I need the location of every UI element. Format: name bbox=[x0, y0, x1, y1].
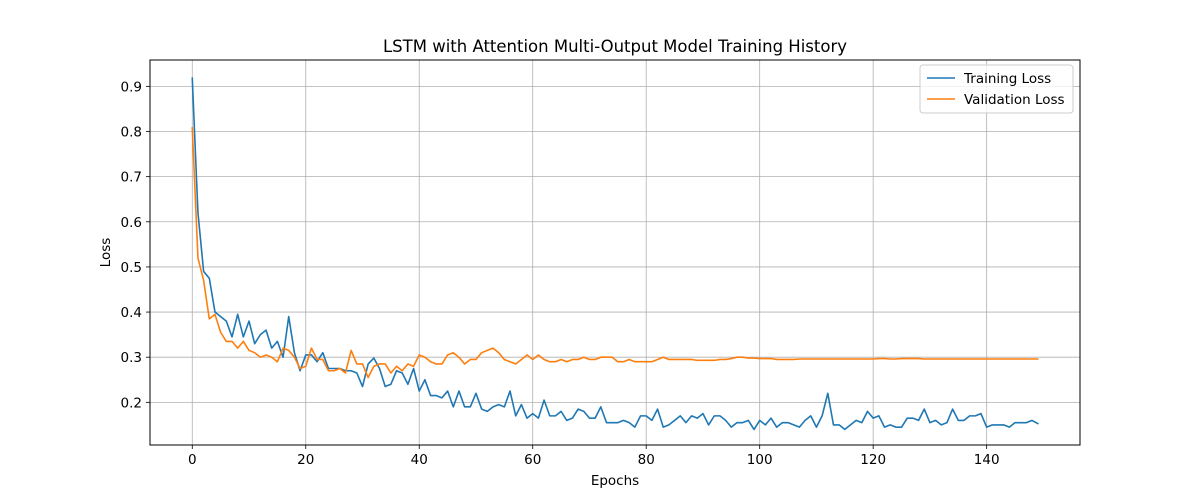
y-tick-label: 0.8 bbox=[121, 125, 142, 141]
y-tick-label: 0.3 bbox=[121, 350, 142, 366]
x-tick-label: 120 bbox=[860, 452, 886, 468]
chart-title: LSTM with Attention Multi-Output Model T… bbox=[383, 37, 847, 56]
legend-box bbox=[919, 64, 1074, 114]
y-tick-label: 0.6 bbox=[121, 215, 142, 231]
series-line-validation-loss bbox=[191, 127, 1039, 379]
x-axis-label: Epochs bbox=[591, 473, 639, 489]
legend-label: Training Loss bbox=[963, 71, 1051, 87]
plot-frame bbox=[149, 59, 1081, 446]
legend: Training Loss Validation Loss bbox=[919, 64, 1074, 114]
x-tick-label: 140 bbox=[974, 452, 1000, 468]
grid bbox=[150, 60, 1080, 445]
y-tick-label: 0.4 bbox=[121, 305, 142, 321]
x-tick-label: 0 bbox=[188, 452, 197, 468]
x-tick-label: 80 bbox=[638, 452, 655, 468]
y-axis-ticks: 0.2 0.3 0.4 0.5 0.6 0.7 0.8 0.9 bbox=[121, 79, 150, 411]
x-axis-ticks: 0 20 40 60 80 100 120 140 bbox=[188, 445, 1000, 468]
x-tick-label: 100 bbox=[747, 452, 773, 468]
legend-label: Validation Loss bbox=[964, 92, 1065, 108]
y-tick-label: 0.7 bbox=[121, 170, 142, 186]
x-tick-label: 40 bbox=[411, 452, 428, 468]
plot-series bbox=[191, 77, 1039, 431]
series-line-training-loss bbox=[191, 77, 1039, 431]
x-tick-label: 60 bbox=[524, 452, 541, 468]
y-axis-label: Loss bbox=[98, 238, 114, 268]
x-tick-label: 20 bbox=[297, 452, 314, 468]
y-tick-label: 0.5 bbox=[121, 260, 142, 276]
y-tick-label: 0.2 bbox=[121, 395, 142, 411]
y-tick-label: 0.9 bbox=[121, 79, 142, 95]
